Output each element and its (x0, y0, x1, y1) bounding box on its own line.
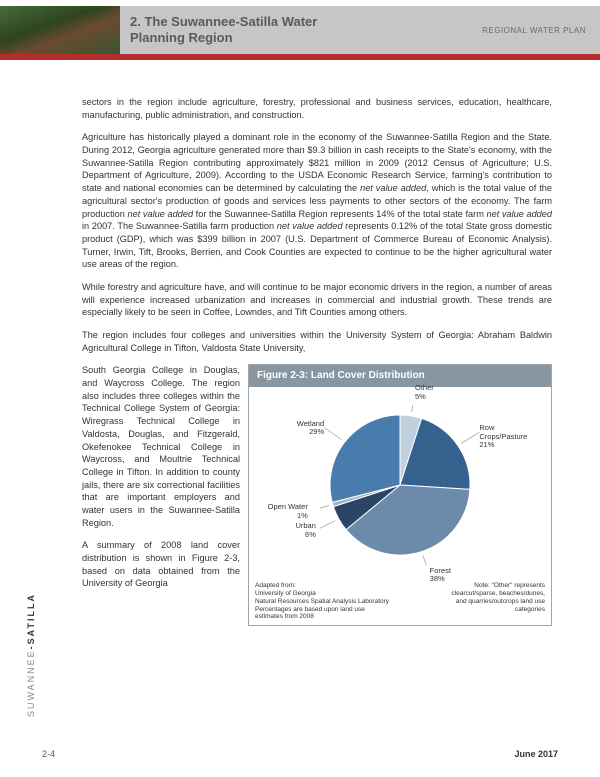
pie-slice-label: Wetland29% (297, 420, 324, 437)
pie-slice-label: Other5% (415, 384, 434, 401)
p2-italic-4: net value added (277, 221, 343, 231)
brand-2: -SATILLA (26, 593, 36, 649)
p2-c: for the Suwannee-Satilla Region represen… (193, 209, 486, 219)
paragraph-4-cont: South Georgia College in Douglas, and Wa… (82, 364, 240, 529)
figure-2-3: Figure 2-3: Land Cover Distribution Othe… (248, 364, 552, 626)
side-brand: SUWANNEE-SATILLA (26, 593, 36, 717)
pie-slice-label: Forest38% (430, 567, 451, 584)
two-column-row: South Georgia College in Douglas, and Wa… (82, 364, 552, 626)
p2-italic-2: net value added (128, 209, 194, 219)
pie-slice-label: RowCrops/Pasture21% (479, 424, 527, 449)
paragraph-2: Agriculture has historically played a do… (82, 131, 552, 271)
body-content: sectors in the region include agricultur… (82, 96, 552, 626)
pie-svg (320, 405, 480, 565)
paragraph-1: sectors in the region include agricultur… (82, 96, 552, 121)
brand-1: SUWANNEE (26, 649, 36, 717)
accent-bar (0, 54, 600, 60)
p2-d: in 2007. The Suwannee-Satilla farm produ… (82, 221, 277, 231)
header-photo (0, 6, 120, 54)
pie-slice-label: Urban6% (295, 522, 315, 539)
left-text-column: South Georgia College in Douglas, and Wa… (82, 364, 240, 626)
figure-footer: Adapted from:University of GeorgiaNatura… (255, 582, 545, 621)
p2-italic-1: net value added (360, 183, 426, 193)
paragraph-3: While forestry and agriculture have, and… (82, 281, 552, 319)
p2-italic-3: net value added (486, 209, 552, 219)
figure-title: Figure 2-3: Land Cover Distribution (249, 365, 551, 387)
paragraph-5: A summary of 2008 land cover distributio… (82, 539, 240, 590)
section-title: 2. The Suwannee-Satilla Water Planning R… (120, 6, 482, 55)
title-line-1: 2. The Suwannee-Satilla Water (130, 14, 317, 29)
header-bar: 2. The Suwannee-Satilla Water Planning R… (0, 6, 600, 54)
page-date: June 2017 (514, 749, 558, 759)
paragraph-4-lead: The region includes four colleges and un… (82, 329, 552, 354)
title-line-2: Planning Region (130, 30, 233, 45)
figure-note: Note: "Other" representsclearcut/sparse,… (403, 582, 545, 621)
page-number: 2-4 (42, 749, 55, 759)
figure-source: Adapted from:University of GeorgiaNatura… (255, 582, 397, 621)
figure-body: Other5% RowCrops/Pasture21% Forest38% Urban… (249, 387, 551, 625)
pie-chart (320, 405, 480, 565)
pie-slice-label: Open Water1% (268, 503, 308, 520)
document-type-label: REGIONAL WATER PLAN (482, 26, 600, 35)
